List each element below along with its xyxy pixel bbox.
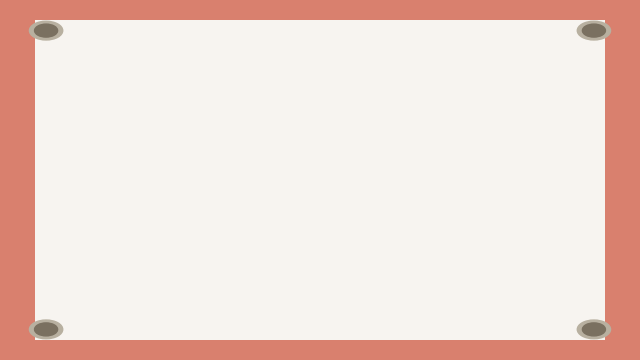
Text: specific primers: specific primers — [100, 215, 207, 228]
Text: •: • — [84, 185, 90, 198]
Text: •: • — [67, 147, 77, 166]
Text: the four different types of DNA nucleotides: the four different types of DNA nucleoti… — [100, 276, 388, 289]
Text: heat-resistant DNA polymerase enzyme: heat-resistant DNA polymerase enzyme — [100, 246, 366, 258]
Text: •: • — [84, 306, 90, 319]
Text: the salts needed to create a suitable environment for the enzyme to act.: the salts needed to create a suitable en… — [100, 306, 588, 319]
Text: •: • — [84, 246, 90, 258]
Text: PCR: PCR — [278, 59, 362, 96]
Text: •: • — [84, 215, 90, 228]
Text: •: • — [84, 276, 90, 289]
Text: Standard ingredients in the mixture are:: Standard ingredients in the mixture are: — [90, 148, 385, 163]
Text: the DNA segment of interest: the DNA segment of interest — [100, 185, 291, 198]
